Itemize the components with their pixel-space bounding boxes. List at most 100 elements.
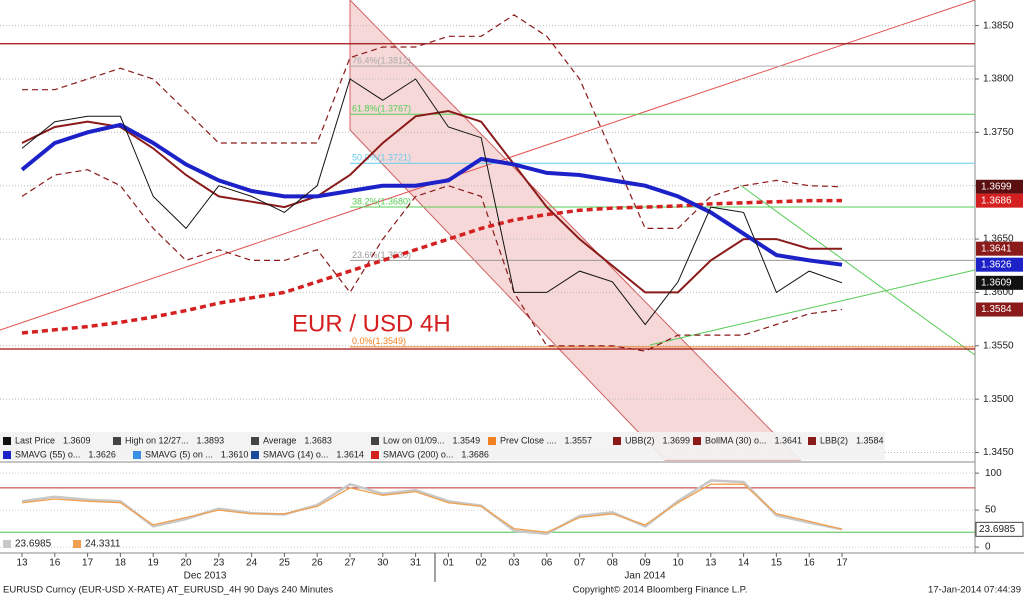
x-tick-label: 16 — [49, 558, 61, 569]
y-tick-label: 1.3650 — [983, 234, 1014, 245]
legend-value: 1.3584 — [856, 435, 884, 445]
value-box — [975, 521, 1024, 537]
legend-value: 1.3614 — [336, 449, 364, 459]
legend-swatch — [251, 437, 259, 445]
x-tick-label: 20 — [180, 558, 192, 569]
series-line — [22, 14, 843, 229]
legend-value: 1.3549 — [453, 435, 481, 445]
price-box-label: 1.3641 — [981, 243, 1012, 254]
legend-label: 24.3311 — [85, 539, 121, 550]
legend-label: Last Price — [15, 435, 55, 445]
legend-value: 1.3699 — [663, 435, 691, 445]
price-box — [976, 241, 1023, 256]
x-tick-label: 18 — [115, 558, 127, 569]
footer-left: EURUSD Curncy (EUR-USD X-RATE) AT_EURUSD… — [3, 585, 333, 596]
legend-swatch — [133, 451, 141, 459]
legend-swatch — [808, 437, 816, 445]
price-box-label: 1.3699 — [981, 181, 1012, 192]
legend-value: 1.3609 — [63, 435, 91, 445]
x-tick-label: 19 — [148, 558, 160, 569]
legend-value: 1.3626 — [88, 449, 116, 459]
y-tick-label: 1.3850 — [983, 20, 1014, 31]
y-tick-label: 1.3500 — [983, 394, 1014, 405]
y-tick-label: 1.3550 — [983, 340, 1014, 351]
series-line — [21, 479, 843, 536]
x-tick-label: 30 — [377, 558, 389, 569]
legend-label: High on 12/27... — [125, 435, 189, 445]
legend-label: Prev Close .... — [500, 435, 557, 445]
x-tick-label: 23 — [213, 558, 225, 569]
x-tick-label: 15 — [771, 558, 783, 569]
legend-value: 1.3641 — [775, 435, 803, 445]
x-tick-label: 17 — [836, 558, 848, 569]
legend-swatch — [3, 540, 11, 548]
y-tick-label: 1.3800 — [983, 74, 1014, 85]
month-label: Dec 2013 — [184, 571, 227, 582]
price-box-label: 1.3626 — [981, 259, 1012, 270]
fib-label: 38.2%(1.3680) — [352, 196, 411, 206]
price-box-label: 1.3609 — [981, 277, 1012, 288]
price-box — [976, 275, 1023, 290]
legend-label: SMAVG (55) o... — [15, 449, 80, 459]
fib-label: 0.0%(1.3549) — [352, 336, 406, 346]
x-tick-label: 13 — [16, 558, 28, 569]
x-tick-label: 17 — [82, 558, 94, 569]
legend-swatch — [73, 540, 81, 548]
trend-line — [649, 269, 976, 346]
legend-label: Low on 01/09... — [383, 435, 445, 445]
price-box-label: 1.3584 — [981, 304, 1012, 315]
fib-label: 61.8%(1.3767) — [352, 104, 411, 114]
legend-box — [0, 432, 885, 460]
footer-center: Copyright© 2014 Bloomberg Finance L.P. — [573, 585, 748, 596]
legend-swatch — [3, 451, 11, 459]
value-box-label: 23.6985 — [979, 524, 1016, 535]
price-box — [976, 257, 1023, 272]
x-tick-label: 01 — [443, 558, 455, 569]
footer-right: 17-Jan-2014 07:44:39 — [928, 585, 1021, 596]
series-line — [21, 78, 843, 326]
x-tick-label: 10 — [672, 558, 684, 569]
series-line — [20, 122, 843, 267]
legend-label: SMAVG (5) on ... — [145, 449, 213, 459]
y-tick-label: 100 — [985, 468, 1002, 479]
series-line — [21, 169, 843, 352]
legend-label: 23.6985 — [15, 539, 52, 550]
x-tick-label: 31 — [410, 558, 422, 569]
legend-label: Average — [263, 435, 296, 445]
fib-label: 76.4%(1.3812) — [352, 56, 411, 66]
legend-swatch — [3, 437, 11, 445]
x-tick-label: 08 — [607, 558, 619, 569]
series-line — [21, 483, 843, 533]
legend-value: 1.3557 — [565, 435, 593, 445]
x-tick-label: 07 — [574, 558, 586, 569]
x-tick-label: 13 — [705, 558, 717, 569]
legend-swatch — [251, 451, 259, 459]
legend-value: 1.3686 — [461, 449, 489, 459]
legend-value: 1.3893 — [197, 435, 225, 445]
y-tick-label: 1.3450 — [983, 447, 1014, 458]
price-box — [976, 302, 1023, 317]
x-tick-label: 03 — [508, 558, 520, 569]
x-tick-label: 25 — [279, 558, 291, 569]
legend-label: SMAVG (14) o... — [263, 449, 328, 459]
trend-line — [739, 184, 976, 356]
x-tick-label: 24 — [246, 558, 258, 569]
y-tick-label: 1.3600 — [983, 287, 1014, 298]
price-box — [976, 179, 1023, 194]
legend-label: SMAVG (200) o... — [383, 449, 453, 459]
legend-label: BollMA (30) o... — [705, 435, 767, 445]
month-label: Jan 2014 — [624, 571, 666, 582]
price-box-label: 1.3686 — [981, 195, 1012, 206]
chart-title: EUR / USD 4H — [292, 310, 451, 337]
trend-line — [0, 0, 976, 331]
x-tick-label: 09 — [640, 558, 652, 569]
legend-label: UBB(2) — [625, 435, 655, 445]
y-tick-label: 50 — [985, 505, 997, 516]
x-tick-label: 02 — [476, 558, 488, 569]
legend-swatch — [613, 437, 621, 445]
legend-value: 1.3610 — [221, 449, 249, 459]
legend-value: 1.3683 — [304, 435, 332, 445]
legend-label: LBB(2) — [820, 435, 848, 445]
fib-label: 50.0%(1.3721) — [352, 153, 411, 163]
